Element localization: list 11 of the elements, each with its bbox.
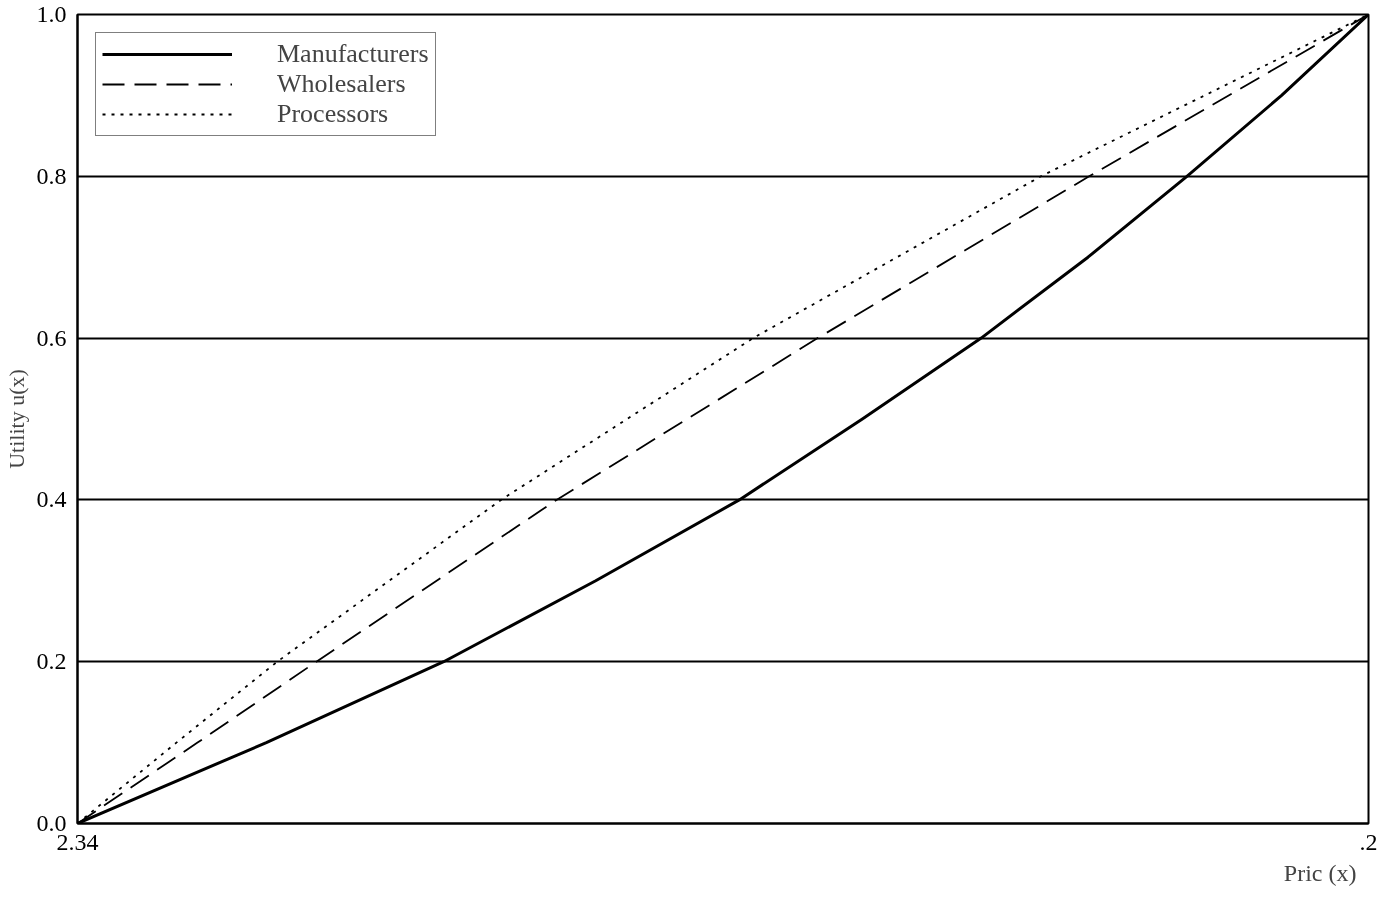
y-axis-title: Utility u(x) (3, 369, 29, 469)
x-tick-label: .2 (1359, 828, 1378, 855)
legend-label: Manufacturers (277, 39, 429, 69)
y-tick-label: 0.8 (36, 162, 67, 189)
y-tick-label: 0.4 (36, 486, 67, 513)
y-tick-label: 0.2 (36, 648, 67, 675)
x-axis-title: Pric (x) (1283, 859, 1357, 886)
y-tick-label: 1.0 (36, 1, 67, 27)
y-tick-label: 0.6 (36, 324, 67, 351)
legend-label: Processors (277, 99, 389, 129)
legend-label: Wholesalers (277, 69, 406, 99)
